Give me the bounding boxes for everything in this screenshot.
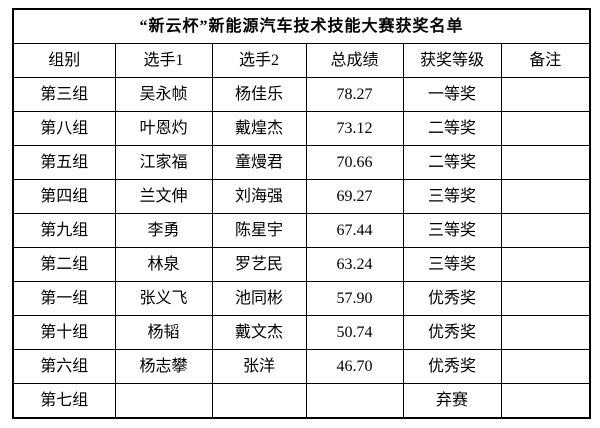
col-header-total-score: 总成绩 [305, 43, 404, 78]
cell-player2: 童熳君 [211, 145, 307, 180]
table-row: 第二组 林泉 罗艺民 63.24 三等奖 [12, 247, 591, 282]
award-results-table: “新云杯”新能源汽车技术技能大赛获奖名单 组别 选手1 选手2 总成绩 获奖等级… [12, 8, 592, 419]
table-row: 第六组 杨志攀 张洋 46.70 优秀奖 [12, 349, 591, 384]
cell-remarks [500, 247, 591, 282]
table-row: 第四组 兰文伸 刘海强 69.27 三等奖 [12, 179, 591, 214]
cell-total-score: 69.27 [305, 179, 404, 214]
cell-award-level: 优秀奖 [402, 281, 502, 316]
cell-player1: 江家福 [114, 145, 213, 180]
title-row: “新云杯”新能源汽车技术技能大赛获奖名单 [12, 8, 591, 44]
cell-award-level: 二等奖 [402, 145, 502, 180]
cell-group: 第八组 [12, 111, 116, 146]
cell-award-level: 三等奖 [402, 179, 502, 214]
cell-total-score: 50.74 [305, 315, 404, 350]
cell-total-score [305, 383, 404, 419]
cell-award-level: 优秀奖 [402, 349, 502, 384]
cell-group: 第七组 [12, 383, 116, 419]
table-body: 第三组 吴永帧 杨佳乐 78.27 一等奖 第八组 叶恩灼 戴煌杰 73.12 二等奖 第五组 江家福… [12, 77, 591, 419]
cell-group: 第十组 [12, 315, 116, 350]
cell-player1: 林泉 [114, 247, 213, 282]
cell-player1: 兰文伸 [114, 179, 213, 214]
table-row: 第九组 李勇 陈星宇 67.44 三等奖 [12, 213, 591, 248]
table-row: 第五组 江家福 童熳君 70.66 二等奖 [12, 145, 591, 180]
cell-player1 [114, 383, 213, 419]
cell-player2: 陈星宇 [211, 213, 307, 248]
cell-total-score: 73.12 [305, 111, 404, 146]
cell-remarks [500, 179, 591, 214]
cell-remarks [500, 77, 591, 112]
table-row: 第一组 张义飞 池同彬 57.90 优秀奖 [12, 281, 591, 316]
table-row: 第十组 杨韬 戴文杰 50.74 优秀奖 [12, 315, 591, 350]
cell-player1: 李勇 [114, 213, 213, 248]
cell-player1: 杨韬 [114, 315, 213, 350]
table-title: “新云杯”新能源汽车技术技能大赛获奖名单 [12, 8, 591, 44]
cell-award-level: 三等奖 [402, 213, 502, 248]
cell-remarks [500, 315, 591, 350]
cell-total-score: 57.90 [305, 281, 404, 316]
cell-player2: 张洋 [211, 349, 307, 384]
cell-group: 第二组 [12, 247, 116, 282]
cell-player2: 池同彬 [211, 281, 307, 316]
col-header-player2: 选手2 [211, 43, 307, 78]
cell-player1: 张义飞 [114, 281, 213, 316]
cell-player1: 杨志攀 [114, 349, 213, 384]
cell-player2: 杨佳乐 [211, 77, 307, 112]
cell-group: 第六组 [12, 349, 116, 384]
cell-player2: 戴煌杰 [211, 111, 307, 146]
cell-award-level: 二等奖 [402, 111, 502, 146]
cell-award-level: 一等奖 [402, 77, 502, 112]
cell-remarks [500, 145, 591, 180]
cell-player1: 叶恩灼 [114, 111, 213, 146]
cell-player1: 吴永帧 [114, 77, 213, 112]
table-row: 第七组 弃赛 [12, 383, 591, 419]
cell-group: 第一组 [12, 281, 116, 316]
cell-total-score: 63.24 [305, 247, 404, 282]
cell-total-score: 70.66 [305, 145, 404, 180]
col-header-player1: 选手1 [114, 43, 213, 78]
cell-total-score: 67.44 [305, 213, 404, 248]
cell-remarks [500, 213, 591, 248]
cell-group: 第五组 [12, 145, 116, 180]
cell-award-level: 弃赛 [402, 383, 502, 419]
cell-award-level: 优秀奖 [402, 315, 502, 350]
header-row: 组别 选手1 选手2 总成绩 获奖等级 备注 [12, 43, 591, 78]
cell-group: 第三组 [12, 77, 116, 112]
col-header-group: 组别 [12, 43, 116, 78]
cell-total-score: 46.70 [305, 349, 404, 384]
col-header-award-level: 获奖等级 [402, 43, 502, 78]
cell-player2: 戴文杰 [211, 315, 307, 350]
cell-award-level: 三等奖 [402, 247, 502, 282]
cell-remarks [500, 383, 591, 419]
cell-remarks [500, 349, 591, 384]
table-row: 第八组 叶恩灼 戴煌杰 73.12 二等奖 [12, 111, 591, 146]
col-header-remarks: 备注 [500, 43, 591, 78]
table-row: 第三组 吴永帧 杨佳乐 78.27 一等奖 [12, 77, 591, 112]
cell-group: 第四组 [12, 179, 116, 214]
cell-group: 第九组 [12, 213, 116, 248]
cell-remarks [500, 111, 591, 146]
cell-remarks [500, 281, 591, 316]
cell-total-score: 78.27 [305, 77, 404, 112]
cell-player2: 刘海强 [211, 179, 307, 214]
cell-player2 [211, 383, 307, 419]
cell-player2: 罗艺民 [211, 247, 307, 282]
